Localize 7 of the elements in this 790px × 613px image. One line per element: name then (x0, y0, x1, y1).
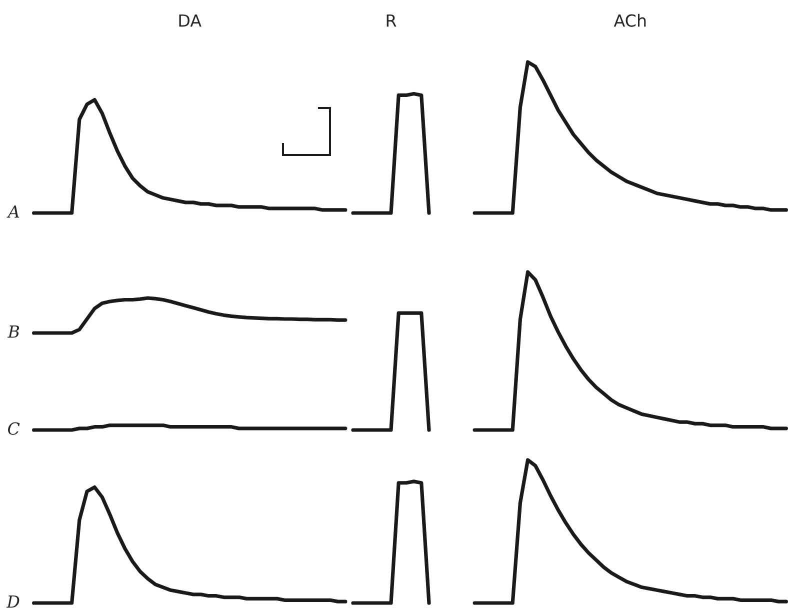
text: DA (179, 14, 202, 27)
text: C (8, 422, 20, 435)
text: R (386, 14, 396, 27)
text: D (6, 595, 20, 608)
text: A (6, 205, 20, 218)
text: ACh (614, 14, 646, 27)
text: B (8, 325, 20, 338)
